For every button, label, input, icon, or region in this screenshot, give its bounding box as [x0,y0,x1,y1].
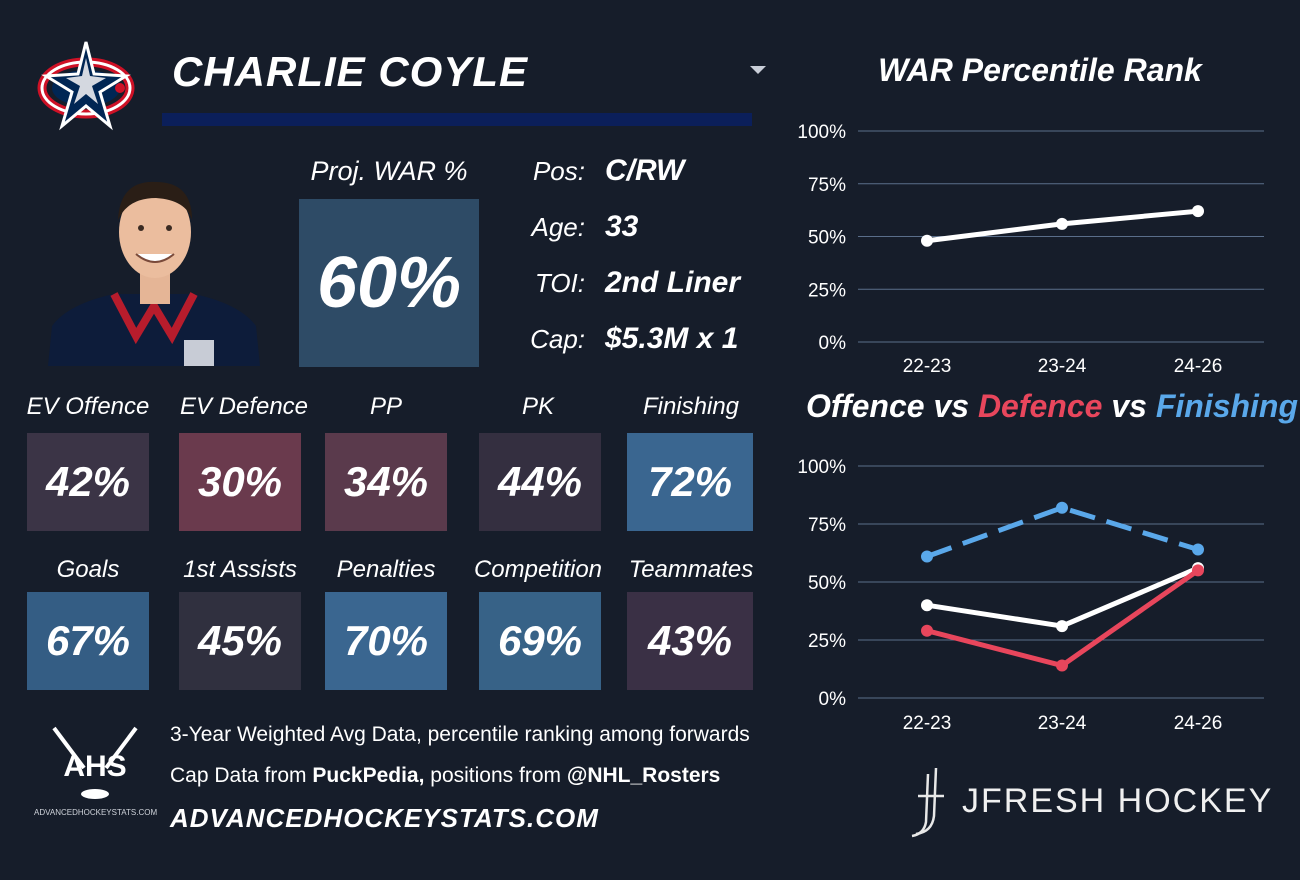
stat-box-pk: 44% [479,433,601,531]
proj-war-label: Proj. WAR % [310,156,468,186]
ahs-logo-icon: AHS [52,726,138,799]
name-underline-bar [162,113,752,126]
info-label-pos: Pos: [532,156,585,186]
ovd-chart-point-defence [921,624,933,637]
war-chart-ytick-label: 0% [819,333,847,354]
ovd-chart-ytick-label: 100% [797,457,846,478]
stat-label-first-assists: 1st Assists [183,556,297,583]
team-logo-icon [37,41,135,131]
ovd-chart-ytick-label: 0% [819,689,847,710]
stat-box-teammates: 43% [627,592,753,690]
player-dropdown-icon[interactable] [750,66,766,74]
war-percentile-chart: 0% 25% 50% 75% 100% 22-23 23-24 24-26 [797,122,1264,377]
stat-label-ev-defence: EV Defence [179,393,309,420]
stat-label-teammates: Teammates [628,556,754,583]
footer-puckpedia-link[interactable]: PuckPedia, [312,764,425,787]
info-value-age: 33 [605,210,639,243]
title-offence: Offence [806,388,925,424]
proj-war-value: 60% [299,199,479,367]
war-chart-xtick-label: 24-26 [1174,356,1223,377]
ovd-chart-series-line-finishing [926,505,1199,559]
stat-label-pk: PK [521,393,554,420]
footer-note-1: 3-Year Weighted Avg Data, percentile ran… [170,723,750,746]
stat-box-ev-offence: 42% [27,433,149,531]
info-value-cap: $5.3M x 1 [605,322,739,355]
footer-pos-prefix: positions from [424,764,567,787]
stat-box-pp: 34% [325,433,447,531]
ovd-chart-point-defence [1056,659,1068,672]
title-vs-1: vs [924,388,978,424]
ovd-chart-ytick-label: 25% [808,631,846,652]
info-label-cap: Cap: [530,324,585,354]
stat-label-goals: Goals [56,556,120,583]
war-chart-point-war [921,234,933,247]
war-chart-xtick-label: 22-23 [903,356,952,377]
ahs-logo-subtitle: ADVANCEDHOCKEYSTATS.COM [34,808,158,817]
stat-label-finishing: Finishing [642,393,740,420]
site-url-link[interactable]: ADVANCEDHOCKEYSTATS.COM [170,803,599,833]
war-chart-ytick-label: 25% [808,280,846,301]
stat-box-competition: 69% [479,592,601,690]
ovd-chart-title: Offence vs Defence vs Finishing [806,388,1298,425]
ovd-chart-ytick-label: 50% [808,573,846,594]
ovd-chart-point-offence [1056,620,1068,633]
war-chart-point-war [1056,217,1068,230]
title-finishing: Finishing [1155,388,1299,424]
stat-label-competition: Competition [473,556,603,583]
ovd-chart-point-offence [921,599,933,612]
ovd-chart-point-finishing [1056,501,1068,514]
footer-nhl-rosters-link[interactable]: @NHL_Rosters [566,764,721,787]
jfresh-hockey-brand: JFRESH HOCKEY [962,782,1274,820]
stat-box-penalties: 70% [325,592,447,690]
ovd-chart-xtick-label: 23-24 [1038,713,1087,734]
player-name: CHARLIE COYLE [172,48,529,95]
stat-box-finishing: 72% [627,433,753,531]
war-chart-ytick-label: 75% [808,175,846,196]
ovd-chart-ytick-label: 75% [808,515,846,536]
stat-label-pp: PP [369,393,402,420]
war-chart-ytick-label: 50% [808,228,846,249]
ovd-chart-point-finishing [921,550,933,563]
stat-box-first-assists: 45% [179,592,301,690]
info-value-pos: C/RW [605,154,685,187]
footer-cap-prefix: Cap Data from [170,764,313,787]
title-vs-2: vs [1102,388,1156,424]
war-chart-point-war [1192,205,1204,218]
ovd-chart-point-defence [1192,564,1204,577]
ovd-chart-point-finishing [1192,543,1204,556]
war-chart-ytick-label: 100% [797,122,846,143]
footer-note-2: Cap Data from PuckPedia, positions from … [170,764,720,788]
stat-label-penalties: Penalties [336,556,436,583]
ahs-logo-text: AHS [63,750,126,783]
info-label-toi: TOI: [534,268,585,298]
war-chart-xtick-label: 23-24 [1038,356,1087,377]
info-value-toi: 2nd Liner [605,266,741,299]
ovd-chart-xtick-label: 24-26 [1174,713,1223,734]
ovd-chart-xtick-label: 22-23 [903,713,952,734]
war-chart-title: WAR Percentile Rank [878,52,1202,88]
player-headshot [48,181,260,366]
stat-box-ev-defence: 30% [179,433,301,531]
title-defence: Defence [977,388,1103,424]
jfresh-logo-icon [911,767,944,838]
info-label-age: Age: [531,212,586,242]
offence-defence-finishing-chart: 0% 25% 50% 75% 100% 22-23 23-24 24-26 [797,457,1264,734]
stat-box-goals: 67% [27,592,149,690]
stat-label-ev-offence: EV Offence [26,393,150,420]
